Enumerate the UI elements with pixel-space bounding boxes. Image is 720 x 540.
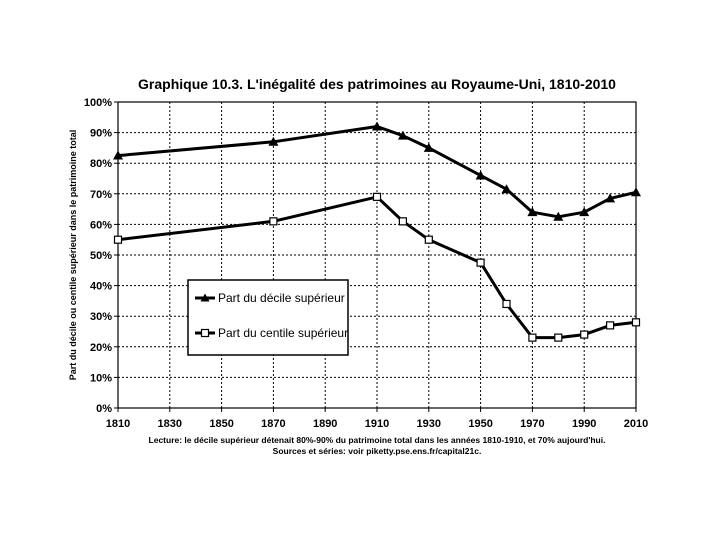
y-tick-label: 20% <box>90 342 112 354</box>
data-point-decile <box>527 207 538 217</box>
data-point-centile <box>605 321 615 330</box>
y-tick-label: 10% <box>90 372 112 384</box>
y-tick-label: 40% <box>90 281 112 293</box>
data-point-centile <box>398 217 407 226</box>
data-point-decile <box>268 136 279 146</box>
y-tick-label: 50% <box>90 250 112 262</box>
reading-note: Lecture: le décile supérieur détenait 80… <box>149 435 606 445</box>
x-tick-label: 1950 <box>468 418 492 430</box>
y-tick-label: 80% <box>90 158 112 170</box>
plot-frame <box>117 101 637 409</box>
sources-note: Sources et séries: voir piketty.pse.ens.… <box>273 446 482 456</box>
data-point-centile <box>113 235 123 244</box>
legend-marker-centile <box>200 328 210 338</box>
series-line-decile <box>117 125 637 219</box>
data-point-centile <box>502 299 511 309</box>
data-point-centile <box>528 333 537 342</box>
data-point-decile <box>475 170 486 180</box>
series-layer <box>113 121 641 342</box>
y-tick-label: 30% <box>90 311 112 323</box>
axes <box>114 101 637 412</box>
grid <box>118 102 636 408</box>
data-point-decile <box>501 184 512 194</box>
x-tick-label: 1970 <box>520 418 544 430</box>
y-axis-label: Part du décile ou centile supérieur dans… <box>68 130 78 381</box>
x-tick-label: 1870 <box>261 418 285 430</box>
x-tick-label: 1930 <box>417 418 441 430</box>
data-point-centile <box>269 217 278 226</box>
x-tick-label: 1850 <box>209 418 233 430</box>
data-point-decile <box>605 193 616 203</box>
data-point-centile <box>554 333 563 342</box>
data-point-centile <box>631 318 641 327</box>
data-point-centile <box>424 235 433 244</box>
x-tick-label: 1890 <box>313 418 337 430</box>
x-tick-label: 1830 <box>158 418 182 430</box>
legend-marker-decile <box>200 293 210 302</box>
y-tick-label: 70% <box>90 189 112 201</box>
x-tick-label: 2010 <box>624 418 648 430</box>
data-point-decile <box>423 142 434 152</box>
data-point-decile <box>553 211 564 221</box>
x-tick-label: 1810 <box>106 418 130 430</box>
legend-box <box>187 279 349 356</box>
series-line-centile <box>117 195 637 340</box>
y-tick-label: 0% <box>96 403 112 415</box>
data-point-centile <box>580 330 589 339</box>
legend-label-decile: Part du décile supérieur <box>218 291 345 305</box>
chart-title: Graphique 10.3. L'inégalité des patrimoi… <box>138 76 616 92</box>
data-point-decile <box>579 207 590 217</box>
y-tick-label: 100% <box>84 97 112 109</box>
x-tick-label: 1990 <box>572 418 596 430</box>
data-point-centile <box>372 192 382 201</box>
x-tick-label: 1910 <box>365 418 389 430</box>
data-point-decile <box>113 150 123 160</box>
data-point-decile <box>631 187 641 197</box>
x-tick-labels: 1810 1830 1850 1870 1890 1910 1930 1950 1970 1990… <box>106 418 648 430</box>
data-point-decile <box>372 121 382 131</box>
data-point-decile <box>397 130 408 140</box>
legend-label-centile: Part du centile supérieur <box>218 326 348 340</box>
legend: Part du décile supérieur Part du centile… <box>187 279 349 356</box>
y-tick-labels: 0% 10% 20% 30% 40% 50% 60% 70% 80% 90% 100% <box>84 97 112 415</box>
data-point-centile <box>476 258 485 267</box>
y-tick-label: 90% <box>90 128 112 140</box>
y-tick-label: 60% <box>90 219 112 231</box>
